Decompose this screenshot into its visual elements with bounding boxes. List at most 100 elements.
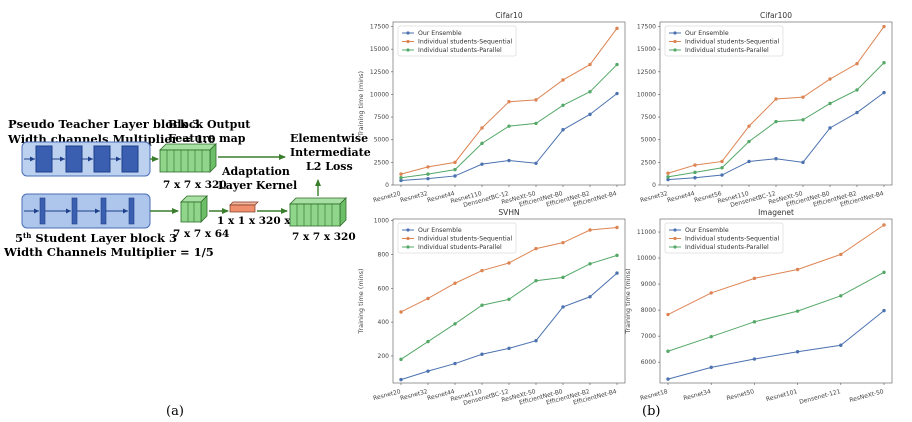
y-tick-label: 7000 bbox=[641, 333, 656, 340]
data-point bbox=[507, 124, 511, 128]
block-output-label-line1: Block Output bbox=[168, 118, 251, 131]
legend-label: Our Ensemble bbox=[418, 227, 462, 234]
data-point bbox=[752, 276, 757, 281]
data-point bbox=[801, 160, 805, 165]
data-point bbox=[774, 97, 778, 101]
y-tick-label: 600 bbox=[378, 285, 390, 292]
legend-marker bbox=[406, 228, 410, 232]
data-point bbox=[839, 343, 843, 347]
data-point bbox=[426, 296, 430, 301]
y-axis-label: Training time (mins) bbox=[624, 268, 632, 334]
data-point bbox=[693, 176, 697, 180]
data-point bbox=[795, 350, 800, 354]
y-axis-label: Training time (mins) bbox=[357, 268, 365, 334]
data-point bbox=[480, 126, 484, 130]
data-point bbox=[795, 267, 800, 272]
x-tick-label: Resnet32 bbox=[399, 190, 428, 204]
data-point bbox=[693, 163, 697, 167]
data-point bbox=[615, 253, 619, 258]
data-point bbox=[747, 159, 751, 164]
legend-label: Individual students-Parallel bbox=[685, 47, 769, 54]
x-tick-label: Resnet18 bbox=[639, 388, 668, 402]
chart-title: SVHN bbox=[498, 208, 519, 217]
legend-label: Our Ensemble bbox=[685, 227, 729, 234]
data-point bbox=[855, 88, 859, 92]
y-tick-label: 400 bbox=[378, 319, 390, 326]
data-point bbox=[666, 312, 670, 317]
chart-title: Imagenet bbox=[758, 208, 794, 217]
data-point bbox=[534, 161, 538, 165]
data-point bbox=[561, 275, 565, 280]
data-point bbox=[747, 124, 751, 128]
student-layer bbox=[128, 197, 135, 225]
elementwise-line3: L2 Loss bbox=[306, 160, 353, 173]
data-point bbox=[453, 167, 457, 172]
data-point bbox=[399, 310, 403, 314]
y-tick-label: 11000 bbox=[637, 229, 656, 236]
data-point bbox=[588, 90, 592, 94]
output-dim-label: 7 x 7 x 320 bbox=[292, 231, 356, 243]
y-tick-label: 12500 bbox=[637, 69, 656, 76]
data-point bbox=[561, 128, 565, 132]
data-point bbox=[855, 110, 859, 115]
y-axis-label: Training time (mins) bbox=[357, 71, 365, 137]
legend-marker bbox=[673, 39, 677, 44]
data-point bbox=[882, 270, 886, 275]
data-point bbox=[882, 308, 886, 313]
teacher-layer bbox=[93, 145, 111, 173]
output-feature-map bbox=[289, 197, 347, 227]
data-point bbox=[534, 339, 538, 343]
data-point bbox=[534, 98, 538, 102]
data-point bbox=[561, 240, 565, 245]
data-point bbox=[828, 126, 832, 130]
teacher-dim-label: 7 x 7 x 320 bbox=[163, 179, 227, 191]
data-point bbox=[666, 175, 670, 179]
data-point bbox=[453, 281, 457, 285]
data-point bbox=[588, 228, 592, 232]
series-line bbox=[667, 271, 885, 352]
data-point bbox=[801, 118, 805, 122]
y-tick-label: 7500 bbox=[641, 114, 656, 121]
teacher-title-line1: Pseudo Teacher Layer block 3 bbox=[8, 117, 200, 131]
chart-svhn: SVHN 200 400 600 800 1000 Training time (mins)… bbox=[357, 208, 626, 407]
legend-marker bbox=[673, 31, 677, 35]
data-point bbox=[480, 352, 484, 356]
data-point bbox=[855, 61, 859, 66]
legend-label: Individual students-Parallel bbox=[418, 244, 502, 251]
x-tick-label: Resnet20 bbox=[372, 388, 401, 402]
y-tick-label: 800 bbox=[378, 252, 390, 259]
teacher-feature-map bbox=[159, 143, 217, 173]
data-point bbox=[709, 291, 713, 295]
data-point bbox=[426, 339, 430, 344]
legend-marker bbox=[406, 245, 410, 249]
data-point bbox=[720, 166, 724, 170]
y-tick-label: 0 bbox=[652, 182, 656, 189]
data-point bbox=[828, 101, 832, 106]
data-point bbox=[615, 26, 619, 31]
y-tick-label: 7500 bbox=[374, 114, 389, 121]
adaptation-label-line2: Layer Kernel bbox=[218, 179, 297, 192]
data-point bbox=[752, 320, 757, 324]
data-point bbox=[752, 357, 757, 361]
student-layer bbox=[39, 197, 46, 225]
data-point bbox=[666, 171, 670, 175]
legend-marker bbox=[406, 236, 410, 241]
data-point bbox=[507, 261, 511, 265]
data-point bbox=[426, 176, 430, 181]
x-tick-label: Resnet32 bbox=[639, 190, 668, 204]
data-point bbox=[774, 157, 778, 161]
data-point bbox=[615, 225, 619, 230]
legend-box bbox=[664, 222, 784, 254]
legend-marker bbox=[673, 245, 677, 249]
series-line bbox=[667, 310, 885, 380]
data-point bbox=[839, 294, 843, 298]
data-point bbox=[882, 223, 886, 227]
legend-label: Our Ensemble bbox=[418, 30, 462, 37]
data-point bbox=[588, 62, 592, 67]
data-point bbox=[747, 139, 751, 144]
data-point bbox=[453, 322, 457, 326]
adaptation-kernel bbox=[229, 201, 259, 213]
y-tick-label: 0 bbox=[385, 182, 389, 189]
data-point bbox=[534, 121, 538, 126]
